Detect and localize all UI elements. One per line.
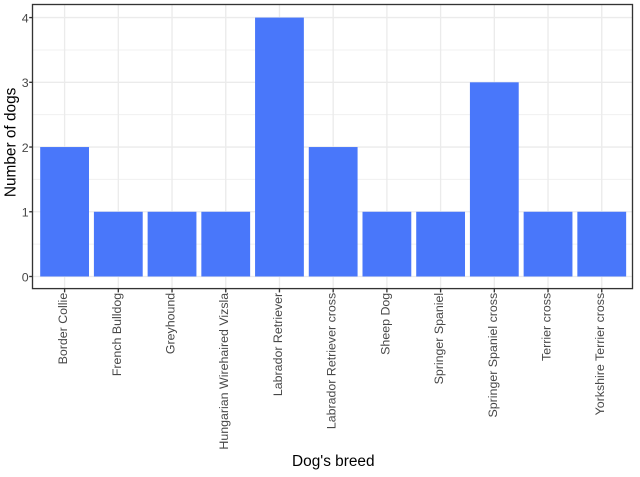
svg-text:Sheep Dog: Sheep Dog (378, 293, 392, 355)
svg-text:3: 3 (22, 76, 29, 90)
svg-text:Dog's breed: Dog's breed (292, 453, 375, 470)
svg-text:Terrier cross: Terrier cross (540, 293, 554, 361)
svg-text:Labrador Retriever: Labrador Retriever (271, 293, 285, 396)
svg-text:Hungarian Wirehaired Vizsla: Hungarian Wirehaired Vizsla (217, 293, 231, 450)
svg-text:French Bulldog: French Bulldog (110, 293, 124, 376)
svg-text:Border Collie: Border Collie (56, 293, 70, 365)
svg-text:Springer Spaniel cross: Springer Spaniel cross (486, 293, 500, 418)
svg-text:2: 2 (22, 141, 29, 155)
svg-text:1: 1 (22, 206, 29, 220)
svg-text:0: 0 (22, 270, 29, 284)
svg-text:Labrador Retriever cross: Labrador Retriever cross (325, 293, 339, 429)
svg-text:Springer Spaniel: Springer Spaniel (432, 293, 446, 385)
svg-text:Number of dogs: Number of dogs (3, 87, 20, 197)
svg-text:Yorkshire Terrier cross: Yorkshire Terrier cross (593, 293, 607, 416)
svg-text:4: 4 (22, 11, 29, 25)
svg-text:Greyhound: Greyhound (164, 293, 178, 354)
